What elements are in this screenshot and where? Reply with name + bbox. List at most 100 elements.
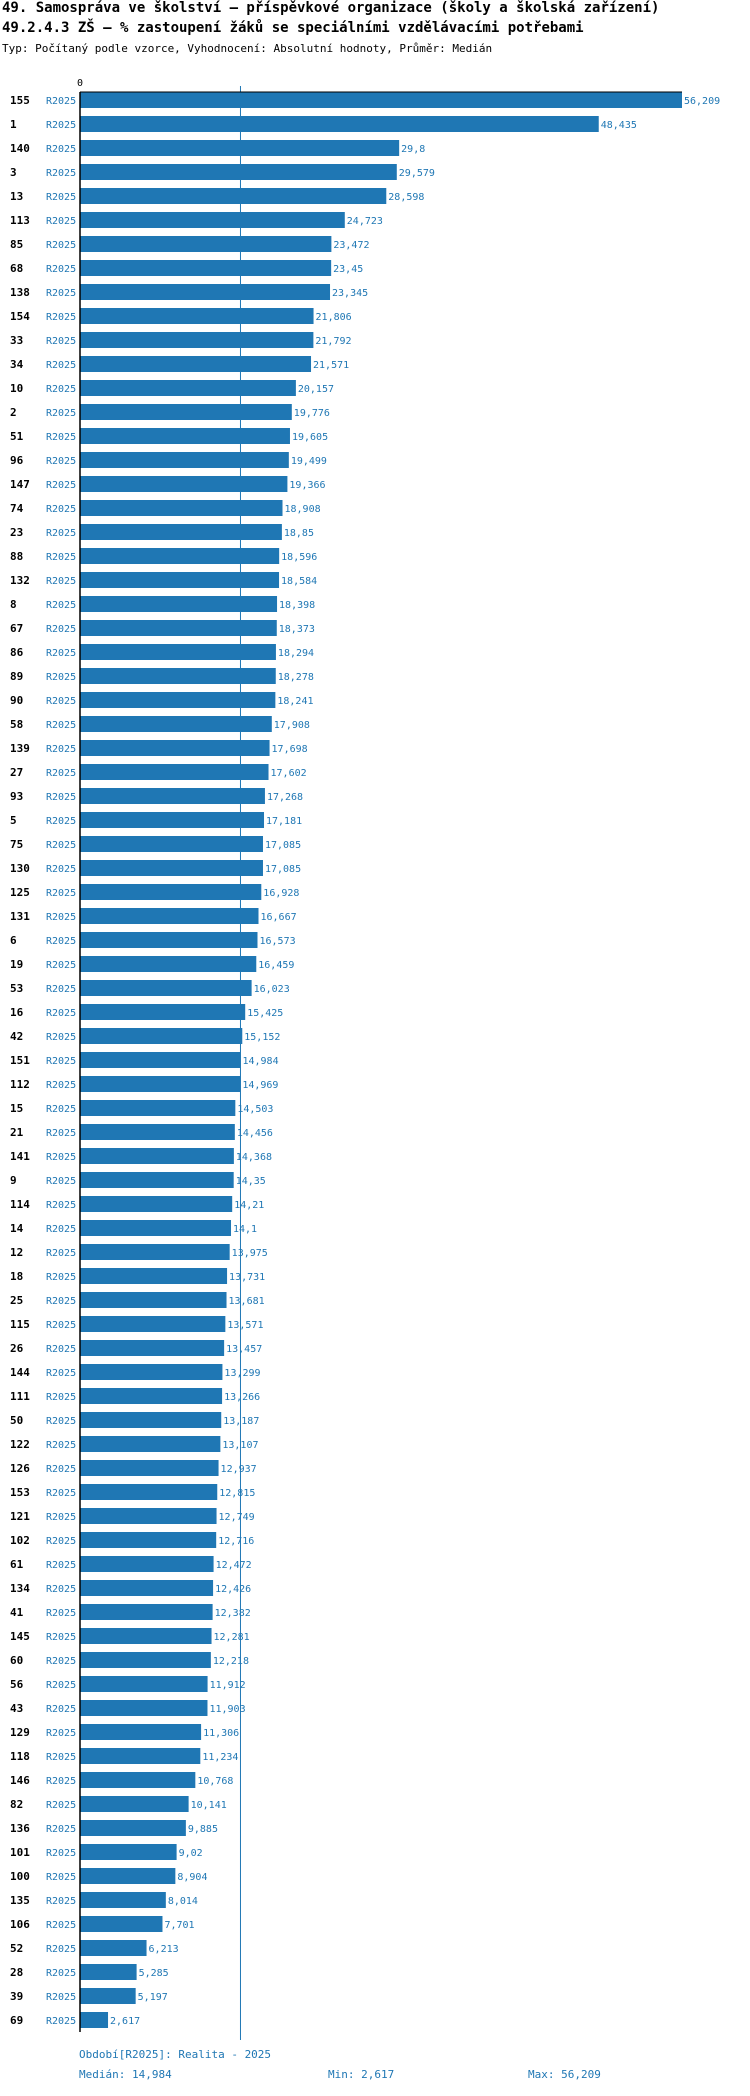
bar [80,212,345,228]
bar [80,1796,189,1812]
value-label: 29,579 [399,168,435,179]
category-label: 28 [10,1966,23,1979]
bar [80,812,265,828]
value-label: 14,21 [234,1200,264,1211]
value-label: 18,373 [279,624,315,635]
series-label: R2025 [46,1032,76,1043]
value-label: 28,598 [388,192,424,203]
category-label: 101 [10,1846,30,1859]
category-label: 141 [10,1150,30,1163]
category-label: 3 [10,166,17,179]
bar [80,1292,227,1308]
value-label: 13,107 [222,1440,258,1451]
bar [80,1340,225,1356]
category-label: 111 [10,1390,30,1403]
value-label: 6,213 [149,1944,179,1955]
category-label: 139 [10,742,30,755]
value-label: 2,617 [110,2016,140,2027]
category-label: 26 [10,1342,24,1355]
category-label: 50 [10,1414,23,1427]
value-label: 5,197 [138,1992,168,2003]
bar [80,620,277,636]
bar [80,1148,234,1164]
bar [80,236,332,252]
series-label: R2025 [46,216,76,227]
chart-subtitle: 49.2.4.3 ZŠ – % zastoupení žáků se speci… [2,20,584,36]
series-label: R2025 [46,1056,76,1067]
bar [80,1436,221,1452]
value-label: 19,776 [294,408,330,419]
bar [80,116,599,132]
series-label: R2025 [46,1440,76,1451]
series-label: R2025 [46,1392,76,1403]
value-label: 18,584 [281,576,317,587]
series-label: R2025 [46,1776,76,1787]
bar [80,908,259,924]
series-label: R2025 [46,144,76,155]
category-label: 43 [10,1702,23,1715]
category-label: 146 [10,1774,30,1787]
value-label: 19,499 [291,456,327,467]
value-label: 13,681 [229,1296,265,1307]
series-label: R2025 [46,1920,76,1931]
value-label: 10,768 [197,1776,233,1787]
bar [80,860,263,876]
category-label: 56 [10,1678,24,1691]
bar [80,1460,219,1476]
category-label: 131 [10,910,30,923]
value-label: 21,571 [313,360,349,371]
category-label: 151 [10,1054,30,1067]
category-label: 39 [10,1990,23,2003]
category-label: 1 [10,118,17,131]
series-label: R2025 [46,1824,76,1835]
series-label: R2025 [46,1848,76,1859]
series-label: R2025 [46,552,76,563]
value-label: 16,459 [258,960,294,971]
value-label: 18,908 [285,504,321,515]
series-label: R2025 [46,408,76,419]
series-label: R2025 [46,1800,76,1811]
series-label: R2025 [46,984,76,995]
bar [80,1676,208,1692]
series-label: R2025 [46,264,76,275]
bar [80,788,265,804]
value-label: 12,472 [216,1560,252,1571]
category-label: 115 [10,1318,30,1331]
category-label: 41 [10,1606,24,1619]
series-label: R2025 [46,120,76,131]
category-label: 61 [10,1558,24,1571]
bar [80,1916,163,1932]
category-label: 75 [10,838,23,851]
series-label: R2025 [46,1752,76,1763]
category-label: 118 [10,1750,30,1763]
value-label: 17,908 [274,720,310,731]
axis-zero-label: 0 [77,78,83,89]
category-label: 60 [10,1654,23,1667]
bar [80,1244,230,1260]
category-label: 132 [10,574,30,587]
category-label: 114 [10,1198,30,1211]
category-label: 129 [10,1726,30,1739]
bar [80,1868,176,1884]
category-label: 93 [10,790,23,803]
bar [80,284,331,300]
category-label: 147 [10,478,30,491]
bar [80,1004,246,1020]
page-title: 49. Samospráva ve školství – příspěvkové… [2,0,660,16]
value-label: 13,731 [229,1272,265,1283]
series-label: R2025 [46,168,76,179]
value-label: 12,716 [218,1536,254,1547]
series-label: R2025 [46,1944,76,1955]
bar [80,188,387,204]
series-label: R2025 [46,840,76,851]
value-label: 48,435 [601,120,637,131]
bar [80,1484,218,1500]
category-label: 135 [10,1894,30,1907]
value-label: 21,792 [315,336,351,347]
value-label: 10,141 [191,1800,227,1811]
series-label: R2025 [46,1464,76,1475]
value-label: 13,975 [232,1248,268,1259]
series-label: R2025 [46,1704,76,1715]
value-label: 17,698 [272,744,308,755]
